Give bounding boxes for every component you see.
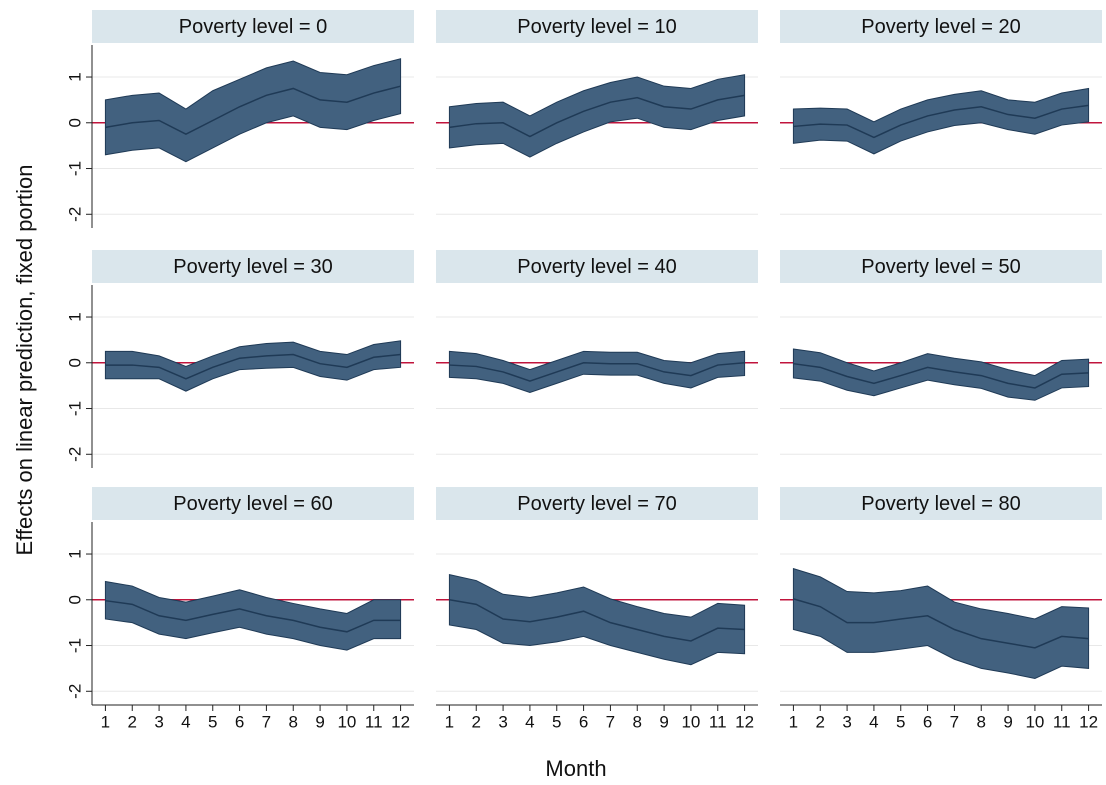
- x-tick-label: 10: [681, 712, 700, 731]
- x-tick-label: 8: [977, 712, 986, 731]
- strip: [780, 10, 1102, 43]
- x-tick-label: 6: [579, 712, 588, 731]
- x-tick-label: 12: [1079, 712, 1098, 731]
- confidence-band: [792, 567, 1090, 679]
- estimate-line: [793, 598, 1089, 649]
- x-tick-label: 9: [315, 712, 324, 731]
- x-tick-label: 3: [842, 712, 851, 731]
- y-axis-title: Effects on linear prediction, fixed port…: [12, 165, 37, 556]
- y-tick-label: -1: [65, 401, 84, 416]
- x-tick-label: 3: [154, 712, 163, 731]
- panel-title: Poverty level = 50: [861, 256, 1021, 278]
- x-tick-label: 7: [262, 712, 271, 731]
- x-tick-label: 8: [633, 712, 642, 731]
- confidence-band: [448, 350, 746, 394]
- y-tick-label: -2: [65, 207, 84, 222]
- panel-title: Poverty level = 60: [173, 493, 333, 515]
- x-tick-label: 1: [789, 712, 798, 731]
- x-tick-label: 1: [101, 712, 110, 731]
- confidence-band: [448, 74, 746, 158]
- x-tick-label: 7: [950, 712, 959, 731]
- strip: [780, 250, 1102, 283]
- y-tick-label: -1: [65, 638, 84, 653]
- x-tick-label: 5: [208, 712, 217, 731]
- y-tick-label: -2: [65, 447, 84, 462]
- x-tick-label: 6: [923, 712, 932, 731]
- x-tick-label: 8: [289, 712, 298, 731]
- x-tick-label: 12: [391, 712, 410, 731]
- estimate-line: [105, 353, 401, 380]
- strip: [436, 250, 758, 283]
- panel-title: Poverty level = 10: [517, 16, 677, 38]
- x-tick-label: 5: [896, 712, 905, 731]
- x-tick-label: 9: [659, 712, 668, 731]
- x-tick-label: 4: [869, 712, 878, 731]
- strip: [436, 10, 758, 43]
- y-tick-label: 1: [65, 549, 84, 558]
- y-tick-label: 0: [65, 358, 84, 367]
- x-tick-label: 5: [552, 712, 561, 731]
- panel-title: Poverty level = 80: [861, 493, 1021, 515]
- strip: [780, 487, 1102, 520]
- panel-title: Poverty level = 0: [179, 16, 327, 38]
- x-tick-label: 12: [735, 712, 754, 731]
- strip: [92, 10, 414, 43]
- x-tick-label: 11: [709, 712, 727, 731]
- x-tick-label: 11: [365, 712, 383, 731]
- estimate-line: [105, 85, 401, 136]
- y-tick-label: -2: [65, 684, 84, 699]
- strip: [436, 487, 758, 520]
- panel-title: Poverty level = 40: [517, 256, 677, 278]
- y-tick-label: 0: [65, 595, 84, 604]
- x-tick-label: 2: [816, 712, 825, 731]
- confidence-band: [104, 340, 402, 392]
- y-tick-label: 1: [65, 312, 84, 321]
- panel-title: Poverty level = 20: [861, 16, 1021, 38]
- x-tick-label: 10: [337, 712, 356, 731]
- x-tick-label: 10: [1025, 712, 1044, 731]
- x-tick-label: 11: [1053, 712, 1071, 731]
- x-axis-title: Month: [545, 756, 606, 781]
- estimate-line: [449, 94, 745, 138]
- x-tick-label: 4: [181, 712, 190, 731]
- confidence-band: [792, 348, 1090, 401]
- confidence-band: [104, 58, 402, 163]
- strip: [92, 487, 414, 520]
- y-tick-label: 1: [65, 72, 84, 81]
- x-tick-label: 7: [606, 712, 615, 731]
- estimate-line: [449, 599, 745, 642]
- estimate-line: [793, 362, 1089, 389]
- estimate-line: [449, 362, 745, 382]
- y-tick-label: 0: [65, 118, 84, 127]
- panel-title: Poverty level = 30: [173, 256, 333, 278]
- panel-title: Poverty level = 70: [517, 493, 677, 515]
- estimate-line: [793, 104, 1089, 139]
- confidence-band: [792, 87, 1090, 155]
- x-tick-label: 3: [498, 712, 507, 731]
- y-tick-label: -1: [65, 161, 84, 176]
- x-tick-label: 1: [445, 712, 454, 731]
- x-tick-label: 6: [235, 712, 244, 731]
- x-tick-label: 2: [128, 712, 137, 731]
- x-tick-label: 9: [1003, 712, 1012, 731]
- confidence-band: [448, 573, 746, 666]
- x-tick-label: 4: [525, 712, 534, 731]
- strip: [92, 250, 414, 283]
- estimate-line: [105, 599, 401, 633]
- x-tick-label: 2: [472, 712, 481, 731]
- confidence-band: [104, 580, 402, 651]
